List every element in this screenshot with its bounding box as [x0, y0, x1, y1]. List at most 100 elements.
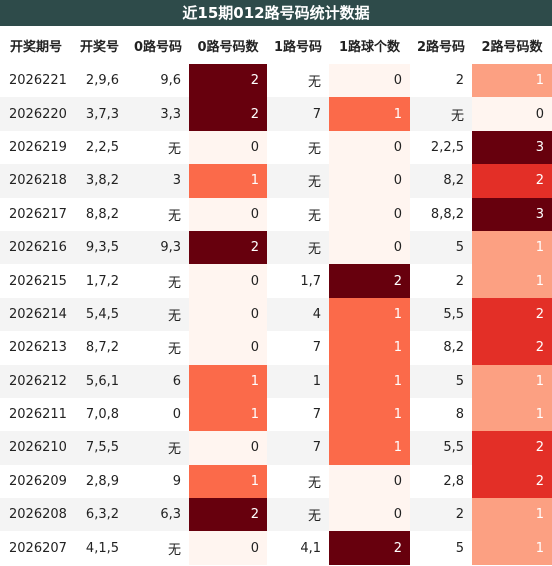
heat-cell: 2	[329, 531, 410, 565]
table-cell: 4	[267, 297, 329, 332]
table-cell: 2026218	[0, 164, 72, 198]
table-row: 2026208 6,3,2 6,3 2 无 0 2 1	[0, 498, 552, 532]
table-cell: 2	[410, 498, 472, 532]
table-row: 2026212 5,6,1 6 1 1 1 5 1	[0, 364, 552, 398]
heat-cell: 1	[329, 297, 410, 332]
table-cell: 3,7,3	[72, 97, 127, 131]
table-cell: 6,3,2	[72, 498, 127, 532]
data-table: 开奖期号 开奖号 0路号码 0路号码数 1路号码 1路球个数 2路号码 2路号码数 20262…	[0, 26, 552, 565]
heat-cell: 0	[472, 97, 552, 131]
heat-cell: 1	[472, 531, 552, 565]
table-cell: 2026217	[0, 197, 72, 231]
heat-cell: 0	[329, 164, 410, 198]
table-row: 2026211 7,0,8 0 1 7 1 8 1	[0, 397, 552, 432]
heat-cell: 1	[472, 397, 552, 432]
table-cell: 5,5	[410, 431, 472, 465]
table-cell: 2026216	[0, 230, 72, 265]
heat-cell: 1	[472, 64, 552, 98]
table-cell: 无	[267, 464, 329, 499]
heat-cell: 0	[329, 130, 410, 165]
table-row: 2026217 8,8,2 无 0 无 0 8,8,2 3	[0, 197, 552, 231]
column-header: 0路号码	[127, 26, 189, 64]
table-row: 2026216 9,3,5 9,3 2 无 0 5 1	[0, 230, 552, 265]
table-cell: 无	[127, 297, 189, 332]
table-row: 2026218 3,8,2 3 1 无 0 8,2 2	[0, 164, 552, 198]
heat-cell: 0	[189, 264, 267, 298]
table-cell: 无	[267, 230, 329, 265]
table-cell: 8	[410, 397, 472, 432]
table-cell: 7	[267, 331, 329, 365]
table-cell: 2026220	[0, 97, 72, 131]
table-cell: 7	[267, 431, 329, 465]
table-cell: 4,1,5	[72, 531, 127, 565]
table-row: 2026207 4,1,5 无 0 4,1 2 5 1	[0, 531, 552, 565]
table-cell: 无	[267, 130, 329, 165]
table-cell: 无	[267, 197, 329, 231]
table-cell: 0	[127, 397, 189, 432]
table-cell: 4,1	[267, 531, 329, 565]
table-cell: 7	[267, 97, 329, 131]
heat-cell: 0	[329, 464, 410, 499]
table-cell: 5	[410, 531, 472, 565]
column-header: 2路号码	[410, 26, 472, 64]
column-header: 开奖号	[72, 26, 127, 64]
heat-cell: 0	[189, 130, 267, 165]
table-cell: 5,6,1	[72, 364, 127, 398]
heat-cell: 2	[189, 230, 267, 265]
table-cell: 2,8	[410, 464, 472, 499]
table-cell: 无	[127, 197, 189, 231]
table-cell: 6,3	[127, 498, 189, 532]
table-cell: 8,7,2	[72, 331, 127, 365]
table-cell: 8,2	[410, 331, 472, 365]
table-cell: 1,7,2	[72, 264, 127, 298]
table-cell: 2,2,5	[410, 130, 472, 165]
table-cell: 5,5	[410, 297, 472, 332]
table-cell: 5	[410, 364, 472, 398]
table-row: 2026213 8,7,2 无 0 7 1 8,2 2	[0, 331, 552, 365]
table-cell: 5	[410, 230, 472, 265]
table-cell: 2026208	[0, 498, 72, 532]
heat-cell: 2	[472, 331, 552, 365]
table-body: 2026221 2,9,6 9,6 2 无 0 2 1 2026220 3,7,3 3,3 2 7 1 无 0…	[0, 64, 552, 565]
heat-cell: 0	[189, 431, 267, 465]
table-cell: 2026209	[0, 464, 72, 499]
heat-cell: 2	[189, 97, 267, 131]
column-header: 开奖期号	[0, 26, 72, 64]
heat-cell: 2	[472, 431, 552, 465]
column-header: 1路球个数	[329, 26, 410, 64]
heat-cell: 0	[189, 197, 267, 231]
heat-cell: 1	[329, 331, 410, 365]
heat-cell: 0	[329, 197, 410, 231]
table-cell: 9,3	[127, 230, 189, 265]
table-cell: 7,0,8	[72, 397, 127, 432]
heat-cell: 0	[189, 531, 267, 565]
table-cell: 3,3	[127, 97, 189, 131]
column-header: 0路号码数	[189, 26, 267, 64]
table-cell: 2026213	[0, 331, 72, 365]
heat-cell: 1	[472, 498, 552, 532]
heat-cell: 0	[189, 297, 267, 332]
heat-cell: 0	[189, 331, 267, 365]
heat-cell: 3	[472, 130, 552, 165]
header-row: 开奖期号 开奖号 0路号码 0路号码数 1路号码 1路球个数 2路号码 2路号码数	[0, 26, 552, 64]
heat-cell: 1	[329, 97, 410, 131]
table-cell: 2,9,6	[72, 64, 127, 98]
heat-cell: 0	[329, 230, 410, 265]
table-row: 2026220 3,7,3 3,3 2 7 1 无 0	[0, 97, 552, 131]
table-row: 2026221 2,9,6 9,6 2 无 0 2 1	[0, 64, 552, 98]
heat-cell: 0	[329, 64, 410, 98]
heat-cell: 1	[189, 464, 267, 499]
heat-cell: 2	[472, 464, 552, 499]
table-row: 2026219 2,2,5 无 0 无 0 2,2,5 3	[0, 130, 552, 165]
table-cell: 无	[267, 164, 329, 198]
table-cell: 1,7	[267, 264, 329, 298]
table-cell: 无	[127, 264, 189, 298]
table-cell: 2026211	[0, 397, 72, 432]
table-cell: 2026215	[0, 264, 72, 298]
table-cell: 8,8,2	[72, 197, 127, 231]
table-row: 2026210 7,5,5 无 0 7 1 5,5 2	[0, 431, 552, 465]
table-cell: 无	[267, 64, 329, 98]
heat-cell: 1	[472, 264, 552, 298]
heat-cell: 2	[189, 498, 267, 532]
